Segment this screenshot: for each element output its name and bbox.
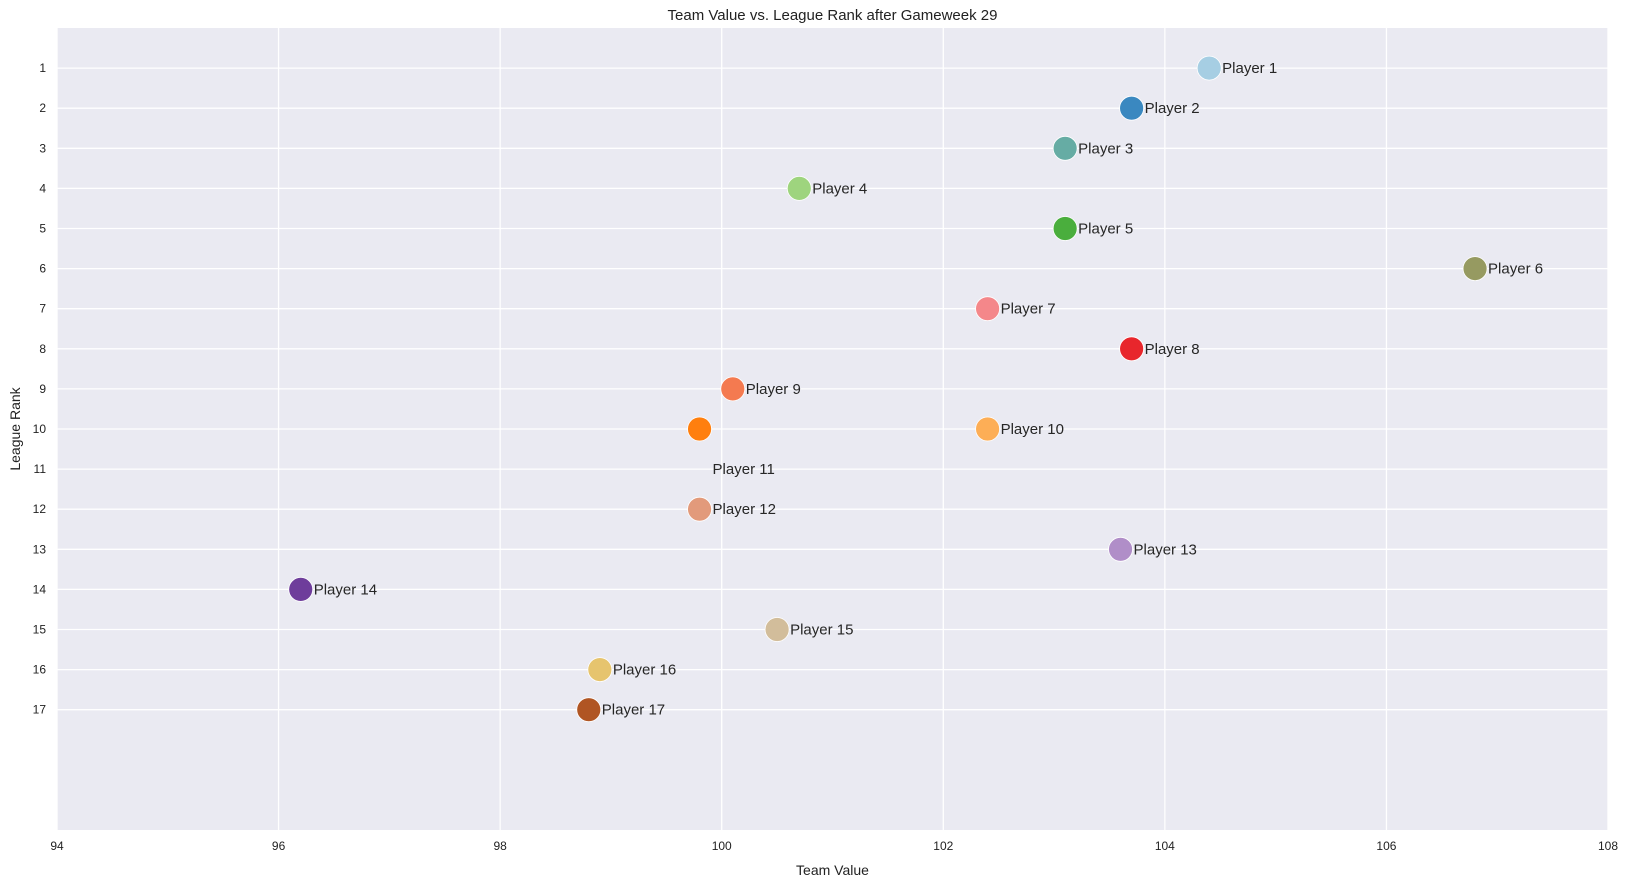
point-label: Player 12: [713, 501, 776, 518]
scatter-point: [786, 175, 812, 201]
scatter-point: [1119, 95, 1145, 121]
y-tick-label: 3: [39, 141, 46, 155]
scatter-point: [1462, 256, 1488, 282]
scatter-point: [720, 376, 746, 402]
point-label: Player 1: [1222, 60, 1277, 77]
point-label: Player 13: [1134, 541, 1197, 558]
scatter-point: [1052, 135, 1078, 161]
point-label: Player 8: [1145, 341, 1200, 358]
y-tick-label: 7: [39, 302, 46, 316]
chart-title: Team Value vs. League Rank after Gamewee…: [668, 7, 998, 24]
point-label: Player 4: [812, 180, 867, 197]
point-label: Player 7: [1001, 301, 1056, 318]
scatter-point: [576, 697, 602, 723]
point-label: Player 3: [1078, 140, 1133, 157]
y-tick-label: 8: [39, 342, 46, 356]
point-label: Player 17: [602, 702, 665, 719]
scatter-point: [687, 496, 712, 522]
y-tick-label: 16: [33, 663, 47, 677]
y-tick-label: 4: [39, 181, 46, 195]
scatter-point: [1052, 216, 1078, 241]
x-tick-label: 100: [712, 839, 732, 853]
y-tick-label: 14: [33, 582, 47, 596]
y-tick-label: 2: [39, 101, 46, 115]
y-tick-label: 17: [33, 703, 47, 717]
point-label: Player 10: [1001, 421, 1064, 438]
x-tick-label: 102: [933, 839, 953, 853]
y-tick-label: 6: [39, 262, 46, 276]
scatter-point: [687, 416, 712, 442]
y-tick-label: 15: [33, 623, 47, 637]
scatter-point: [975, 416, 1000, 442]
x-axis-ticks: 94 96 98 100 102 104 106 108: [50, 839, 1618, 853]
data-points: [288, 55, 1488, 723]
x-tick-label: 98: [493, 839, 507, 853]
point-label: Player 11: [713, 461, 775, 478]
x-tick-label: 96: [272, 839, 286, 853]
grid-lines: [56, 28, 1609, 830]
x-tick-label: 108: [1598, 839, 1618, 853]
x-tick-label: 106: [1376, 839, 1396, 853]
scatter-point: [1196, 55, 1222, 81]
point-label: Player 16: [613, 662, 676, 679]
y-tick-label: 5: [39, 222, 46, 236]
y-tick-label: 10: [33, 422, 47, 436]
point-label: Player 2: [1145, 100, 1200, 117]
point-label: Player 5: [1078, 221, 1133, 238]
y-tick-label: 11: [34, 462, 47, 476]
scatter-point: [288, 577, 314, 602]
point-label: Player 9: [746, 381, 801, 398]
point-label: Player 6: [1488, 261, 1543, 278]
scatter-point: [587, 657, 613, 682]
point-labels: Player 1 Player 2 Player 3 Player 4 Player 5…: [314, 60, 1543, 719]
y-tick-label: 1: [39, 61, 46, 75]
point-label: Player 15: [790, 622, 853, 639]
scatter-point: [975, 296, 1000, 322]
scatter-point: [1119, 336, 1145, 362]
y-tick-label: 9: [39, 382, 46, 396]
y-tick-label: 12: [33, 502, 47, 516]
scatter-point: [1108, 536, 1133, 562]
y-axis-title: League Rank: [7, 386, 23, 470]
x-axis-title: Team Value: [796, 862, 869, 878]
point-label: Player 14: [314, 581, 377, 598]
scatter-point: [764, 617, 790, 642]
x-tick-label: 94: [50, 839, 64, 853]
y-tick-label: 13: [33, 542, 47, 556]
x-tick-label: 104: [1155, 839, 1175, 853]
